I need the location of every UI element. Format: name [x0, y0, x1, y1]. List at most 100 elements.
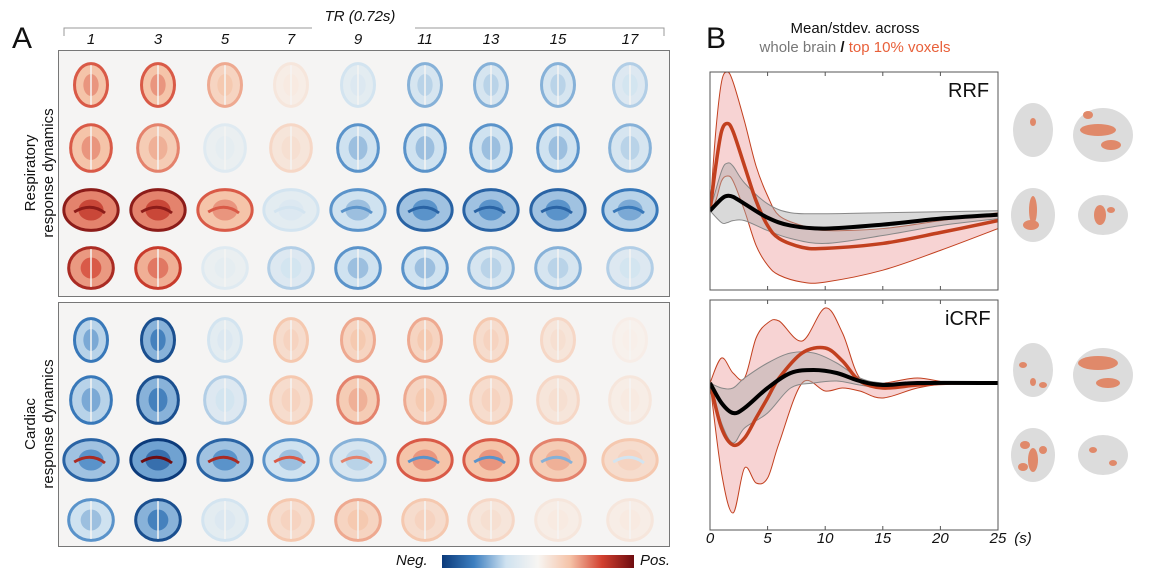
brain-cortex [203, 123, 247, 173]
brain-map-coronal [267, 498, 315, 542]
mask-highlight [1028, 448, 1038, 472]
brain-cortex [67, 498, 115, 542]
brain-map-axial-top [207, 62, 243, 108]
brain-cortex [267, 498, 315, 542]
plot-icrf [709, 299, 999, 531]
brain-map-axial [269, 123, 313, 173]
colorbar-neg-label: Neg. [396, 552, 428, 569]
brain-map-axial-top [140, 62, 176, 108]
brain-cortex [329, 438, 387, 482]
colorbar-pos-label: Pos. [640, 552, 671, 569]
legend-whole-brain: whole brain [759, 39, 837, 56]
brain-core [278, 199, 304, 221]
brain-cortex [201, 246, 249, 290]
brain-map-sagittal [196, 188, 254, 232]
brain-map-axial-top [473, 317, 509, 363]
brain-map-axial [269, 375, 313, 425]
mean-line-whole-brain [710, 367, 998, 416]
mean-line-whole-brain [710, 193, 998, 231]
brain-cortex [134, 246, 182, 290]
brain-map-sagittal [62, 188, 120, 232]
brain-cortex [129, 438, 187, 482]
brain-map-coronal [267, 246, 315, 290]
brain-cortex [601, 188, 659, 232]
brain-core [145, 199, 171, 221]
brain-map-axial-top [340, 62, 376, 108]
brain-cortex [612, 317, 648, 363]
brain-core [412, 449, 438, 471]
brain-cortex [396, 438, 454, 482]
brain-map-sagittal [129, 438, 187, 482]
brain-map-axial [336, 123, 380, 173]
brain-cortex [262, 438, 320, 482]
brain-map-coronal [201, 498, 249, 542]
brain-ventricle [140, 205, 173, 215]
panel-b-title: Mean/stdev. across [790, 20, 920, 37]
panel-a-letter: A [12, 22, 33, 55]
brain-map-axial [536, 123, 580, 173]
brain-cortex [403, 123, 447, 173]
voxel-masks [1011, 103, 1133, 482]
brain-map-sagittal [62, 438, 120, 482]
brain-map-axial [469, 375, 513, 425]
brain-map-axial-top [207, 317, 243, 363]
brain-ventricle [73, 205, 106, 215]
brain-map-axial [469, 123, 513, 173]
brain-cortex [140, 317, 176, 363]
tr-label: TR (0.72s) [324, 8, 396, 25]
mean-line-top-voxels [710, 345, 998, 448]
brain-cortex [601, 438, 659, 482]
brain-map-axial-top [407, 62, 443, 108]
x-axis-unit: (s) [1014, 530, 1032, 547]
x-tick-label: 0 [705, 530, 715, 547]
brain-map-axial-top [612, 317, 648, 363]
brain-map-coronal [134, 498, 182, 542]
brain-ventricle [273, 455, 306, 465]
mask-highlight [1078, 356, 1118, 370]
brain-map-coronal [606, 498, 654, 542]
mask-highlight [1080, 124, 1116, 136]
mask-highlight [1030, 118, 1036, 126]
brain-map-sagittal [396, 188, 454, 232]
legend-top-voxels: top 10% voxels [848, 39, 951, 56]
brain-ventricle [473, 205, 506, 215]
column-label: 13 [482, 31, 500, 48]
voxel-mask-brain [1011, 188, 1055, 242]
brain-map-axial [403, 123, 447, 173]
brain-map-coronal [67, 498, 115, 542]
x-tick-label: 20 [932, 530, 949, 547]
panel-b-legend: whole brain / top 10% voxels [730, 39, 980, 56]
legend-separator: / [840, 39, 845, 56]
column-label: 7 [286, 31, 296, 48]
x-tick-label: 10 [816, 530, 834, 547]
stdev-lower-line [710, 175, 998, 284]
x-tick-label: 5 [763, 530, 772, 547]
mask-highlight [1030, 378, 1036, 386]
brain-map-axial-top [273, 62, 309, 108]
brain-core [212, 199, 238, 221]
brain-cortex [196, 438, 254, 482]
voxel-mask-brain [1078, 435, 1128, 475]
brain-cortex [207, 62, 243, 108]
brain-map-axial-top [540, 62, 576, 108]
brain-map-sagittal [396, 438, 454, 482]
brain-cortex [467, 498, 515, 542]
brain-cortex [69, 123, 113, 173]
brain-ventricle [540, 455, 573, 465]
brain-cortex [336, 123, 380, 173]
brain-core [145, 449, 171, 471]
brain-map-axial [608, 123, 652, 173]
brain-map-coronal [401, 498, 449, 542]
mask-highlight [1101, 140, 1121, 150]
brain-core [212, 449, 238, 471]
brain-cortex [73, 62, 109, 108]
brain-core [278, 449, 304, 471]
brain-map-axial [136, 375, 180, 425]
brain-ventricle [612, 205, 645, 215]
brain-cortex [473, 62, 509, 108]
brain-cortex [473, 317, 509, 363]
mask-highlight [1020, 441, 1030, 449]
plot-rrf [709, 71, 999, 291]
brain-core [478, 199, 504, 221]
